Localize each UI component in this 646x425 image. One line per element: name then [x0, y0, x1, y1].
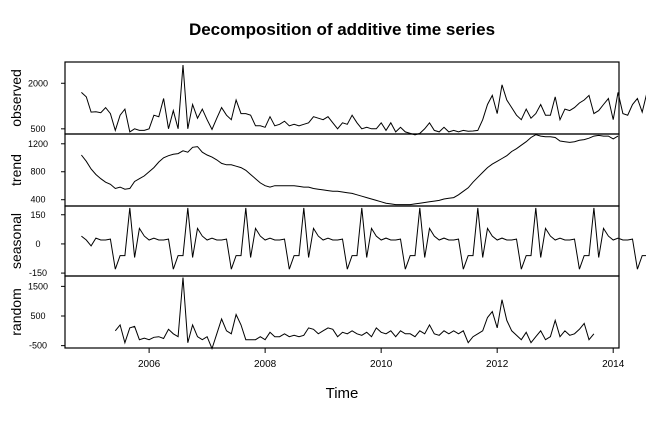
chart-title: Decomposition of additive time series — [189, 20, 495, 39]
panel-trend: 400 800 1200 trend — [8, 133, 620, 207]
x-axis: 2006 2008 2010 2012 2014 — [138, 348, 625, 370]
series-line-observed — [81, 64, 646, 136]
y-tick-label-seasonal: 0 — [35, 239, 40, 249]
series-line-trend — [81, 134, 619, 206]
y-tick-label-seasonal: -150 — [29, 268, 47, 278]
x-tick-label: 2010 — [370, 359, 393, 370]
panel-seasonal: -150 0 150 seasonal — [8, 205, 646, 278]
x-tick-label: 2012 — [486, 359, 509, 370]
x-axis-label: Time — [326, 385, 359, 402]
y-tick-label-seasonal: 150 — [30, 210, 45, 220]
y-tick-label-trend: 800 — [30, 167, 45, 177]
panel-label-trend: trend — [8, 154, 24, 186]
panel-frame-seasonal — [64, 205, 620, 277]
y-tick-label-random: 1500 — [28, 281, 48, 291]
x-tick-label: 2006 — [138, 359, 161, 370]
panel-frame-trend — [64, 133, 620, 207]
y-tick-label-random: -500 — [29, 341, 47, 351]
panel-random: -500 500 1500 random — [8, 275, 620, 351]
y-tick-label-random: 500 — [30, 311, 45, 321]
series-line-random — [114, 277, 595, 351]
panel-label-seasonal: seasonal — [8, 213, 24, 269]
panel-label-random: random — [8, 288, 24, 335]
panel-observed: 500 2000 observed — [8, 61, 646, 136]
panel-frame-random — [64, 275, 620, 349]
y-tick-label-trend: 1200 — [28, 139, 48, 149]
y-tick-label-observed: 2000 — [28, 78, 48, 88]
panels-group: 500 2000 observed 400 800 1200 trend -150 0 150 se… — [8, 61, 646, 351]
x-tick-label: 2008 — [254, 359, 277, 370]
panel-label-observed: observed — [8, 69, 24, 127]
x-tick-label: 2014 — [602, 359, 625, 370]
y-tick-label-trend: 400 — [30, 195, 45, 205]
series-line-seasonal — [81, 207, 646, 270]
y-tick-label-observed: 500 — [30, 124, 45, 134]
